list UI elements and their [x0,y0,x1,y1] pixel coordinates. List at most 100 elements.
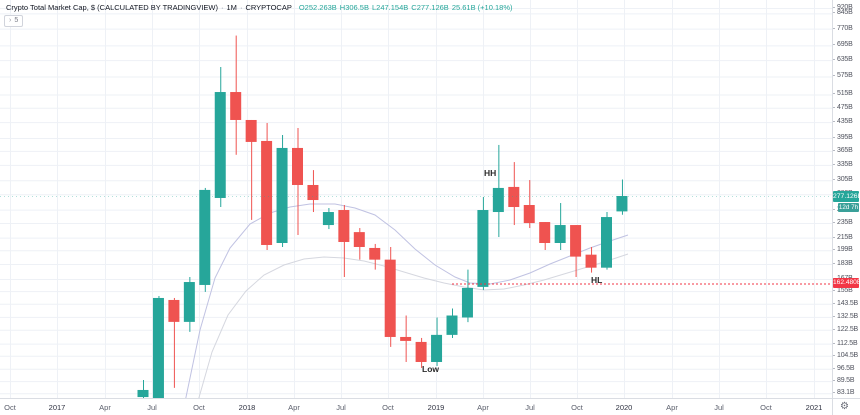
time-label-year: 2018 [238,403,256,412]
tick-mark [832,342,835,344]
annotation-hh[interactable]: HH [484,168,497,178]
ohlc-c: C277.126B [411,3,449,12]
price-tick-label: 183B [832,260,860,268]
time-label-month: Oct [193,403,205,412]
price-tick-label: 335B [832,161,860,169]
price-scale[interactable]: 920B 845B 770B 695B 635B 575B 515B 475B 435B 395B… [832,0,860,398]
time-label-year: 2017 [48,403,66,412]
candle-body [585,254,597,268]
candle-body [322,212,334,226]
symbol-legend[interactable]: Crypto Total Market Cap, $ (CALCULATED B… [6,3,515,12]
candle-body [152,297,164,398]
price-level-badge[interactable]: 162.480B [833,278,860,289]
interval-label[interactable]: 1M [226,3,237,12]
ohlc-readout: O252.263B H306.5B L247.154B C277.126B 25.61B… [299,3,516,12]
price-tick-label: 365B [832,147,860,155]
candle-body [601,217,612,268]
tick-mark [832,149,835,151]
grid-lines [0,0,832,398]
tick-mark [832,106,835,108]
price-tick-label: 695B [832,41,860,49]
price-tick-label: 155B [832,287,860,295]
annotation-low[interactable]: Low [422,364,439,374]
tick-mark [832,302,835,304]
time-scale[interactable]: Oct 2017 Apr Jul Oct 2018 Apr Jul Oct 2019 Apr Jul O… [0,399,860,415]
tick-mark [832,315,835,317]
time-label-month: Apr [288,403,300,412]
candle-body [168,299,180,322]
candle-body [554,225,566,243]
legend-collapse-pill[interactable]: › 5 [4,15,24,27]
candlestick-series [137,35,628,398]
time-label-month: Jul [714,403,724,412]
ma-fast-line [185,203,629,398]
candle-body [616,196,628,212]
price-tick-label: 199B [832,246,860,254]
candle-body [261,140,273,245]
price-axis-separator [832,0,833,415]
time-label-month: Jul [336,403,346,412]
chart-canvas[interactable] [0,0,832,398]
candle-body [338,210,350,242]
exchange-label[interactable]: CRYPTOCAP [245,3,292,12]
tick-mark [832,121,835,123]
time-label-year: 2019 [427,403,445,412]
bar-countdown-badge: 12d 7h [838,202,859,212]
candle-body [508,186,520,208]
candle-body [353,232,365,247]
candle-body [369,247,381,260]
time-label-month: Oct [382,403,394,412]
price-tick-label: 770B [832,25,860,33]
time-label-month: Oct [760,403,772,412]
ohlc-l: L247.154B [371,3,409,12]
price-tick-label: 143.5B [832,300,860,308]
tick-mark [832,93,835,95]
time-label-month: Apr [477,403,489,412]
candle-body [570,225,582,257]
tick-mark [832,75,835,77]
price-level-lines[interactable] [0,196,832,285]
time-axis-separator [0,398,860,399]
tick-mark [832,179,835,181]
price-tick-label: 475B [832,104,860,112]
tick-mark [832,222,835,223]
tick-mark [832,328,835,330]
price-tick-label: 132.5B [832,313,860,321]
candle-body [199,189,211,285]
candle-body [292,147,303,185]
candle-body [415,341,427,362]
tick-mark [832,380,835,382]
symbol-title[interactable]: Crypto Total Market Cap, $ (CALCULATED B… [6,3,219,12]
tick-mark [832,367,835,369]
tick-mark [832,44,835,46]
price-tick-label: 215B [832,234,860,242]
candle-body [384,259,396,337]
ohlc-o: O252.263B [298,3,337,12]
time-label-month: Jul [525,403,535,412]
price-tick-label: 920B [832,4,860,12]
candle-body [446,315,458,335]
ohlc-h: H306.5B [339,3,369,12]
candle-body [461,287,473,318]
tick-mark [832,163,835,165]
price-tick-label: 845B [832,9,860,17]
time-label-month: Oct [571,403,583,412]
candle-body [431,334,443,362]
settings-gear-icon[interactable]: ⚙ [840,401,849,412]
tick-mark [832,208,835,210]
tick-mark [832,236,835,238]
moving-average-lines [185,203,629,398]
price-tick-label: 112.5B [832,340,860,348]
tick-mark [832,27,835,29]
candle-body [400,336,412,341]
candle-body [276,147,288,243]
candle-body [245,119,257,142]
tick-mark [832,392,835,394]
candle-body [214,92,226,198]
candle-body [492,187,504,213]
time-label-month: Jul [147,403,157,412]
price-tick-label: 305B [832,176,860,184]
annotation-hl[interactable]: HL [591,275,603,285]
ma-slow-line [198,253,629,398]
candle-body [230,92,242,120]
